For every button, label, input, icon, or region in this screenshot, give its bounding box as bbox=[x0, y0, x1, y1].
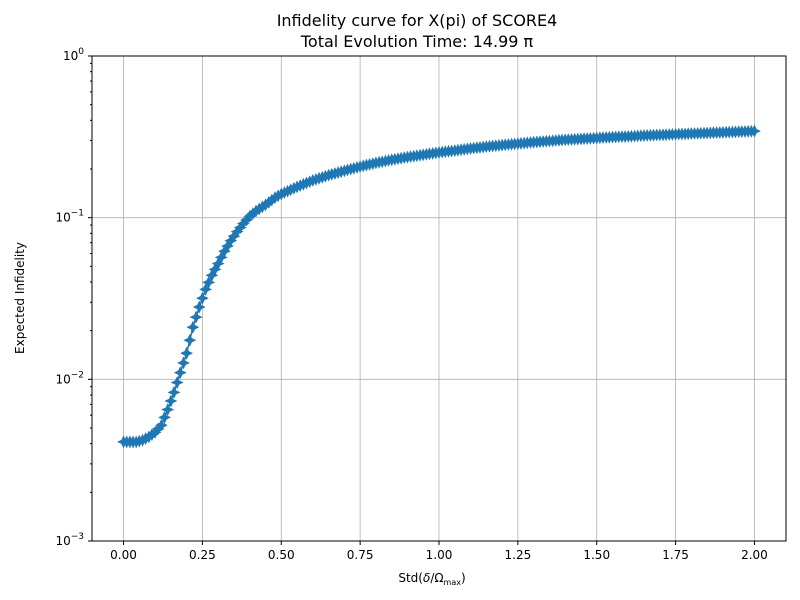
x-axis-label: Std(δ/Ωmax) bbox=[398, 571, 465, 587]
data-point bbox=[167, 385, 181, 399]
data-point bbox=[192, 300, 206, 314]
x-axis: 0.00 0.25 0.50 0.75 1.00 1.25 1.50 1.75 2.00 bbox=[110, 541, 768, 562]
data-point bbox=[747, 124, 762, 138]
x-tick-label: 0.50 bbox=[268, 548, 295, 562]
data-point bbox=[180, 346, 194, 360]
x-tick-label: 1.50 bbox=[583, 548, 610, 562]
y-tick-label: 10−1 bbox=[55, 209, 84, 225]
x-tick-label: 2.00 bbox=[741, 548, 768, 562]
series-line bbox=[116, 124, 762, 449]
data-point bbox=[186, 320, 200, 334]
data-point bbox=[195, 291, 209, 305]
y-tick-label: 100 bbox=[63, 47, 84, 63]
data-point bbox=[173, 366, 187, 380]
data-point bbox=[183, 333, 197, 347]
x-tick-label: 1.75 bbox=[662, 548, 689, 562]
x-tick-label: 1.25 bbox=[505, 548, 532, 562]
data-point bbox=[176, 356, 191, 370]
data-point bbox=[158, 410, 172, 424]
y-tick-label: 10−3 bbox=[55, 532, 84, 548]
data-point bbox=[189, 310, 203, 324]
y-axis-label: Expected Infidelity bbox=[13, 242, 27, 354]
y-tick-label: 10−2 bbox=[55, 370, 84, 386]
x-tick-label: 0.75 bbox=[347, 548, 374, 562]
chart-title: Infidelity curve for X(pi) of SCORE4 bbox=[277, 11, 558, 30]
chart-subtitle: Total Evolution Time: 14.99 π bbox=[300, 32, 534, 51]
data-point bbox=[164, 394, 178, 408]
data-point bbox=[154, 418, 168, 432]
data-point bbox=[170, 375, 184, 390]
data-point bbox=[161, 403, 175, 417]
y-axis: 100 10−1 10−2 10−3 bbox=[55, 47, 92, 548]
x-tick-label: 0.25 bbox=[189, 548, 216, 562]
x-tick-label: 0.00 bbox=[110, 548, 137, 562]
x-tick-label: 1.00 bbox=[426, 548, 453, 562]
